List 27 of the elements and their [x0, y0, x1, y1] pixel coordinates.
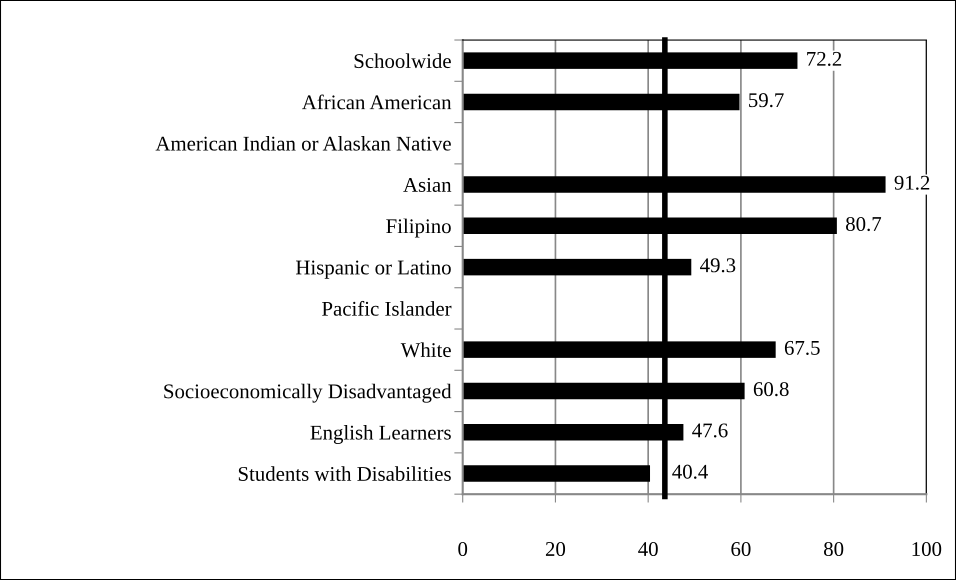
- x-tick-label: 60: [731, 542, 751, 556]
- y-tick-label: White: [400, 342, 451, 358]
- x-tick-label: 20: [546, 542, 566, 556]
- data-label: 40.4: [672, 464, 708, 479]
- y-tick-label: Socioeconomically Disadvantaged: [164, 384, 452, 403]
- x-tick-label: 0: [458, 542, 468, 556]
- y-tick-label: Students with Disabilities: [238, 466, 451, 481]
- y-tick-label: American Indian or Alaskan Native: [156, 136, 451, 151]
- y-tick-label: Hispanic or Latino: [296, 260, 451, 279]
- x-tick-label: 80: [824, 542, 844, 556]
- x-tick-label: 100: [912, 542, 942, 556]
- data-label: 59.7: [749, 93, 784, 108]
- y-tick-label: Filipino: [386, 218, 451, 238]
- y-tick-label: Asian: [403, 178, 452, 192]
- bar: [462, 465, 650, 482]
- data-label: 60.8: [754, 382, 789, 396]
- data-label: 47.6: [692, 423, 728, 438]
- x-tick-label: 40: [638, 542, 658, 556]
- data-label: 80.7: [846, 216, 882, 232]
- y-tick-label: Pacific Islander: [322, 300, 452, 316]
- y-tick-label: African American: [302, 94, 452, 110]
- data-label: 91.2: [894, 176, 930, 190]
- y-tick-label: Schoolwide: [354, 53, 451, 68]
- data-label: 72.2: [807, 52, 842, 66]
- data-label: 67.5: [784, 340, 820, 355]
- y-tick-label: English Learners: [310, 425, 451, 444]
- data-label: 49.3: [700, 258, 736, 272]
